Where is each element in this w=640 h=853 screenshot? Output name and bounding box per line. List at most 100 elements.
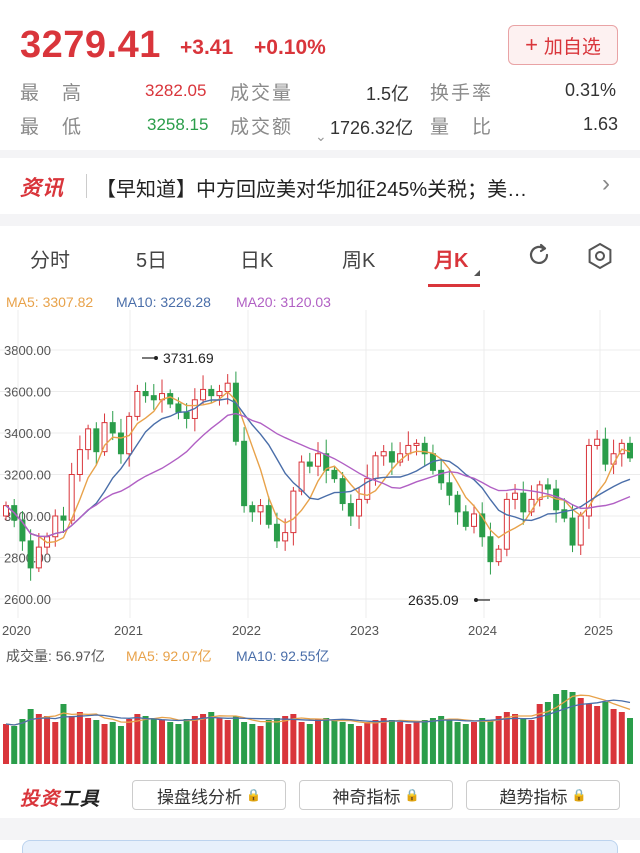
y-tick-label: 3800.00 — [4, 343, 51, 358]
x-tick-label: 2024 — [468, 623, 497, 638]
news-headline[interactable]: 【早知道】中方回应美对华加征245%关税；美… — [96, 179, 528, 201]
candle-body — [602, 438, 609, 465]
volume-bar — [462, 724, 469, 764]
divider — [0, 150, 640, 158]
volume-bar — [405, 724, 412, 764]
y-tick-label: 3400.00 — [4, 426, 51, 441]
volume-bar — [76, 712, 83, 764]
tab-intraday[interactable]: 分时 — [30, 250, 70, 272]
candle-body — [257, 505, 264, 513]
volume-bar — [471, 722, 477, 764]
news-separator — [86, 174, 87, 198]
volume-bar — [200, 714, 207, 764]
volume-legend: 成交量: 56.97亿 — [6, 648, 105, 664]
volume-bar — [282, 716, 289, 764]
volume-bar — [208, 712, 215, 764]
candle-body — [27, 540, 34, 569]
x-tick-label: 2022 — [232, 623, 261, 638]
volume-bar — [544, 702, 551, 764]
candle-body — [150, 395, 157, 401]
x-tick-label: 2023 — [350, 623, 379, 638]
candle-body — [265, 505, 272, 525]
low-value: 3258.15 — [147, 115, 209, 134]
tool-trend-indicator-button[interactable]: 趋势指标 🔒 — [466, 780, 620, 810]
amount-label: 成交额 — [230, 117, 294, 138]
candle-body — [339, 478, 346, 505]
tab-5day[interactable]: 5日 — [136, 250, 168, 272]
candle-body — [512, 492, 519, 500]
low-marker-dot — [474, 598, 478, 602]
volume-bar — [249, 724, 256, 764]
divider — [0, 818, 640, 840]
volume-bar — [52, 722, 59, 764]
tab-daily-k[interactable]: 日K — [240, 250, 274, 272]
chevron-right-icon[interactable]: › — [602, 170, 610, 197]
volume-ratio-value: 1.63 — [583, 114, 619, 134]
candle-body — [60, 515, 67, 521]
add-watchlist-button[interactable]: + 加自选 — [508, 25, 618, 65]
price-change-percent: +0.10% — [254, 36, 326, 59]
volume-bar — [536, 704, 543, 764]
volume-bar — [101, 724, 108, 764]
volume-bar — [257, 726, 264, 764]
y-tick-label: 3000.00 — [4, 509, 51, 524]
candlestick-chart[interactable]: 3800.00 3600.00 3400.00 3200.00 3000.00 2800.… — [0, 310, 640, 640]
volume-bar — [413, 722, 420, 764]
volume-bar — [85, 718, 92, 764]
candle-body — [577, 515, 584, 546]
candle-body — [241, 440, 248, 507]
volume-bar — [610, 709, 617, 764]
volume-bar — [388, 720, 395, 764]
tools-title-red: 投资 — [20, 789, 61, 810]
ma10-legend: MA10: 3226.28 — [116, 294, 211, 310]
tab-monthly-k[interactable]: 月K — [434, 250, 469, 272]
price-change: +3.41 — [180, 36, 234, 59]
low-label: 最 低 — [20, 117, 84, 138]
candle-body — [76, 449, 83, 476]
candle-body — [454, 494, 461, 513]
candle-body — [380, 451, 387, 457]
tool-operation-line-button[interactable]: 操盘线分析 🔒 — [132, 780, 286, 810]
candle-body — [183, 411, 190, 419]
refresh-icon[interactable] — [526, 242, 552, 268]
candle-body — [594, 438, 601, 446]
candle-body — [216, 391, 223, 397]
volume-bar — [265, 720, 272, 764]
plus-icon: + — [525, 32, 538, 57]
divider — [0, 214, 640, 226]
high-value: 3282.05 — [145, 81, 207, 100]
volume-ma5-legend: MA5: 92.07亿 — [126, 648, 212, 664]
news-bar[interactable]: 资讯 【早知道】中方回应美对华加征245%关税；美… › — [0, 158, 640, 214]
volume-bar — [167, 722, 174, 764]
tool-magic-indicator-button[interactable]: 神奇指标 🔒 — [299, 780, 453, 810]
volume-bar — [315, 719, 321, 764]
candle-body — [101, 422, 108, 453]
candle-body — [273, 523, 280, 542]
candle-body — [356, 498, 363, 517]
tool-label: 趋势指标 — [499, 787, 568, 807]
candle-body — [282, 532, 289, 542]
x-tick-label: 2021 — [114, 623, 143, 638]
volume-bar — [331, 720, 338, 764]
volume-bar — [44, 716, 51, 764]
volume-bar — [60, 704, 67, 764]
volume-chart[interactable] — [0, 660, 640, 770]
candle-body — [117, 432, 124, 455]
active-tab-indicator — [428, 284, 480, 287]
volume-bar — [126, 719, 133, 764]
volume-bar — [495, 716, 502, 764]
volume-bar — [117, 726, 124, 764]
volume-bar — [298, 722, 305, 764]
volume-bar — [68, 716, 75, 764]
turnover-label: 换手率 — [430, 83, 494, 104]
volume-bar — [627, 718, 633, 764]
x-tick-label: 2020 — [2, 623, 31, 638]
settings-icon[interactable] — [586, 242, 614, 270]
tab-weekly-k[interactable]: 周K — [342, 250, 376, 272]
candle-body — [200, 388, 207, 401]
volume-bar — [553, 694, 560, 764]
volume-bar — [561, 690, 568, 764]
candle-body — [19, 519, 26, 542]
expand-chevron-icon[interactable]: ⌄ — [315, 128, 327, 144]
volume-bar — [232, 716, 239, 764]
